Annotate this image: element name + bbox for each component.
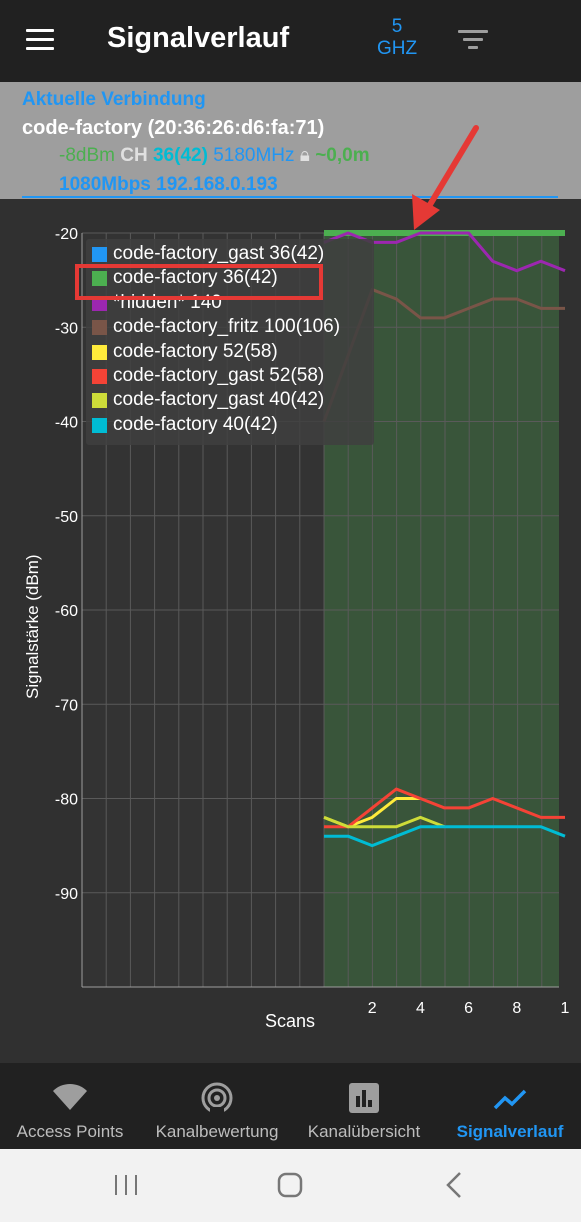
channel-rating-icon <box>201 1082 233 1115</box>
frequency: 5180MHz <box>213 145 295 166</box>
y-tick-label: -30 <box>55 320 78 337</box>
lock-icon: 🔒︎ <box>299 145 310 166</box>
y-axis-label: Signalstärke (dBm) <box>23 554 42 699</box>
band-toggle-button[interactable]: 5 GHZ <box>374 16 420 60</box>
nav-kanaluebersicht[interactable]: Kanalübersicht <box>294 1063 434 1149</box>
current-connection-panel: Aktuelle Verbindung code-factory (20:36:… <box>0 82 581 199</box>
signal-history-chart: -20 -30 -40 -50 -60 -70 -80 -90 2 4 6 8 1 Signalstär… <box>0 199 581 1063</box>
filter-icon[interactable] <box>458 30 488 50</box>
legend-swatch <box>92 271 107 287</box>
recent-apps-icon[interactable] <box>113 1167 139 1203</box>
legend-label: code-factory_gast 36(42) <box>113 243 325 264</box>
legend-label: code-factory_gast 40(42) <box>113 389 325 411</box>
legend-label: code-factory_gast 52(58) <box>113 365 325 386</box>
band-unit: GHZ <box>376 38 418 59</box>
bottom-navigation: Access Points Kanalbewertung Kanalübersi… <box>0 1063 581 1149</box>
wifi-icon <box>53 1083 87 1110</box>
y-tick-label: -60 <box>55 603 78 620</box>
highlight-box <box>75 264 323 300</box>
series-line <box>324 787 565 829</box>
legend-swatch <box>92 369 107 384</box>
legend-swatch <box>92 417 107 433</box>
connection-details: -8dBm CH 36(42) 5180MHz 🔒︎ ~0,0m <box>59 145 370 167</box>
x-tick-label: 4 <box>416 1000 425 1017</box>
connection-header: Aktuelle Verbindung <box>22 89 206 110</box>
distance: ~0,0m <box>315 145 370 166</box>
legend-label: code-factory 36(42) <box>113 267 278 289</box>
y-tick-label: -50 <box>55 509 78 526</box>
legend-swatch <box>92 344 107 360</box>
x-tick-label: 6 <box>464 1000 473 1017</box>
legend-swatch <box>92 320 107 336</box>
nav-signalverlauf[interactable]: Signalverlauf <box>445 1063 575 1149</box>
y-tick-label: -20 <box>55 226 78 243</box>
trend-line-icon <box>493 1089 527 1110</box>
y-tick-label: -90 <box>55 886 78 903</box>
bar-chart-icon <box>349 1083 379 1113</box>
channel-value: 36(42) <box>152 145 208 166</box>
series-line <box>324 825 566 848</box>
nav-label: Signalverlauf <box>456 1122 564 1141</box>
connection-underline <box>22 196 558 198</box>
nav-access-points[interactable]: Access Points <box>0 1063 140 1149</box>
x-tick-label: 8 <box>512 1000 521 1017</box>
chart-legend: code-factory_gast 36(42) code-factory 36(… <box>86 239 374 445</box>
x-tick-label: 2 <box>368 1000 377 1017</box>
home-icon[interactable] <box>276 1167 304 1203</box>
y-tick-label: -70 <box>55 697 78 714</box>
legend-label: code-factory 52(58) <box>113 340 278 362</box>
y-tick-label: -40 <box>55 415 78 432</box>
channel-label: CH <box>120 145 148 166</box>
page-title: Signalverlauf <box>107 22 290 54</box>
band-number: 5 <box>391 16 403 37</box>
chart-svg: -20 -30 -40 -50 -60 -70 -80 -90 2 4 6 8 1 <box>55 226 570 1017</box>
nav-label: Kanalübersicht <box>307 1122 421 1141</box>
nav-label: Access Points <box>16 1122 124 1141</box>
x-axis-label: Scans <box>265 1011 316 1031</box>
nav-kanalbewertung[interactable]: Kanalbewertung <box>144 1063 290 1149</box>
back-icon[interactable] <box>443 1167 465 1203</box>
legend-swatch <box>92 247 107 262</box>
speed-ip: 1080Mbps 192.168.0.193 <box>59 174 278 195</box>
legend-label: code-factory 40(42) <box>113 413 278 435</box>
series-line <box>323 815 446 829</box>
annotation-arrow <box>412 125 479 230</box>
x-tick-label: 1 <box>561 1000 570 1017</box>
signal-level: -8dBm <box>59 145 115 166</box>
menu-icon[interactable] <box>26 29 54 51</box>
legend-label: code-factory_fritz 100(106) <box>113 316 341 338</box>
connection-ssid: code-factory (20:36:26:d6:fa:71) <box>22 117 325 139</box>
y-tick-label: -80 <box>55 792 78 809</box>
legend-swatch <box>92 393 107 409</box>
system-navigation-bar <box>0 1149 581 1222</box>
nav-label: Kanalbewertung <box>155 1122 279 1141</box>
app-bar: Signalverlauf 5 GHZ <box>0 0 581 82</box>
